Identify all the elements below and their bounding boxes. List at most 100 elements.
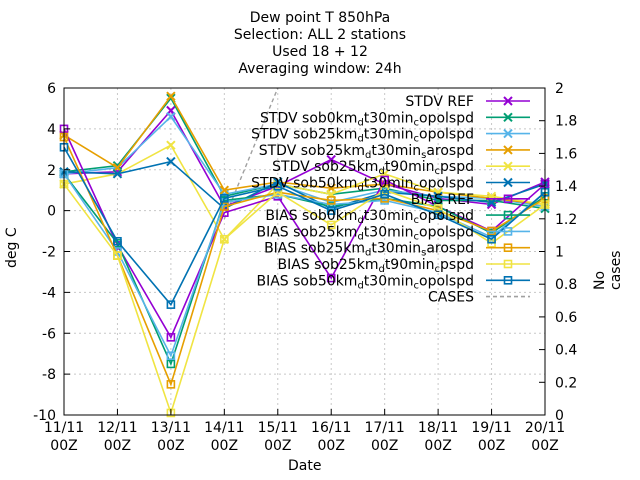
data-point-stroke <box>503 112 513 123</box>
y-axis-label: deg C <box>4 227 20 268</box>
legend-entry: STDV sob25kmdt90mincpspd <box>272 159 530 177</box>
legend-label-part: t30min <box>364 273 414 289</box>
y-tick-label: 0 <box>47 204 56 220</box>
legend-label-subscript: d <box>365 247 371 258</box>
legend-entry: BIAS REF <box>411 192 530 208</box>
legend-label-subscript: c <box>414 117 420 128</box>
legend-label-part: opolspd <box>419 110 474 126</box>
data-point <box>433 191 443 202</box>
data-point <box>487 234 496 244</box>
legend-entry: BIAS sob25kmdt30minsarospd <box>264 241 530 258</box>
series-line <box>63 173 546 358</box>
x-tick-label-time: 00Z <box>478 438 505 454</box>
legend-entry: BIAS sob25kmdt90mincpspd <box>278 257 530 275</box>
data-point <box>326 154 336 165</box>
legend-label-part: STDV sob50km <box>251 176 357 192</box>
legend-label-part: t90min <box>385 257 435 273</box>
x-tick-label-time: 00Z <box>211 438 238 454</box>
data-point <box>166 140 176 150</box>
data-point <box>503 112 513 123</box>
legend-label-subscript: c <box>414 182 420 193</box>
legend-label-part: t90min <box>385 159 435 175</box>
legend-label-part: opolspd <box>419 273 474 289</box>
legend-entry: STDV sob25kmdt30minsarospd <box>259 143 530 161</box>
legend-label: CASES <box>428 290 474 306</box>
legend-label-part: pspd <box>440 159 474 175</box>
chart-title-line-4: Averaging window: 24h <box>238 61 402 77</box>
legend-label-part: BIAS sob25km <box>278 257 379 273</box>
data-point-stroke <box>503 128 513 139</box>
data-point <box>220 234 229 244</box>
legend-label-part: STDV sob25km <box>259 143 365 159</box>
legend-label-subscript: d <box>365 149 371 160</box>
legend-label-part: BIAS sob25km <box>264 241 365 257</box>
data-point <box>326 220 336 230</box>
y2-tick-label: 2 <box>555 81 564 97</box>
legend-entry: STDV sob0kmdt30mincopolspd <box>260 110 530 128</box>
data-point <box>166 111 176 122</box>
x-tick-label-date: 19/11 <box>471 420 511 436</box>
y-tick-label: -4 <box>42 285 56 301</box>
legend-label-subscript: d <box>357 215 363 226</box>
legend-entry: STDV REF <box>405 94 530 110</box>
data-point-stroke <box>503 161 513 171</box>
y2-tick-label: 0.4 <box>555 343 577 359</box>
y2-tick-label: 0.6 <box>555 310 577 326</box>
x-tick-label-time: 00Z <box>104 438 131 454</box>
x-axis-label: Date <box>288 458 322 474</box>
data-point <box>503 96 513 106</box>
x-tick-label-time: 00Z <box>424 438 451 454</box>
data-point <box>433 210 443 220</box>
data-point-stroke <box>503 145 513 155</box>
legend-label-part: opolspd <box>419 176 474 192</box>
data-point <box>503 227 513 236</box>
y-tick-label: 6 <box>47 81 56 97</box>
data-point-stroke <box>503 96 513 106</box>
data-point <box>486 197 497 208</box>
legend-label-part: arospd <box>426 143 474 159</box>
legend-label-part: t30min <box>371 143 421 159</box>
data-point-stroke <box>326 154 336 165</box>
legend-label: BIAS sob25kmdt30mincopolspd <box>256 224 474 242</box>
legend-label-subscript: d <box>357 231 363 242</box>
data-point <box>503 145 513 155</box>
legend-label-subscript: c <box>435 166 441 177</box>
data-point <box>166 351 176 361</box>
data-point <box>503 259 513 269</box>
x-tick-label-time: 00Z <box>264 438 291 454</box>
x-tick-label-date: 17/11 <box>364 420 404 436</box>
data-point <box>220 194 229 203</box>
y2-tick-label: 1 <box>555 245 564 261</box>
data-point <box>166 300 176 309</box>
legend-label-subscript: d <box>357 117 363 128</box>
legend-label-part: t30min <box>364 224 414 240</box>
legend-label-part: CASES <box>428 290 474 306</box>
y2-tick-label: 1.8 <box>555 114 577 130</box>
series-line <box>63 146 546 307</box>
x-tick-label-time: 00Z <box>157 438 184 454</box>
data-point-stroke <box>166 156 176 167</box>
data-point-stroke <box>166 111 176 122</box>
legend-label-subscript: d <box>378 166 384 177</box>
x-tick-label-time: 00Z <box>50 438 77 454</box>
series-line <box>63 183 546 416</box>
y2-tick-label: 1.6 <box>555 146 577 162</box>
legend-label: BIAS REF <box>411 192 474 208</box>
x-tick-label-date: 11/11 <box>44 420 84 436</box>
legend-label-part: STDV sob25km <box>251 127 357 143</box>
legend-label-subscript: c <box>414 280 420 291</box>
legend-label-part: BIAS sob50km <box>256 273 357 289</box>
data-point <box>166 91 176 101</box>
legend-label-subscript: s <box>421 247 426 258</box>
legend-label: STDV sob25kmdt30minsarospd <box>259 143 474 161</box>
legend-label-subscript: d <box>378 264 384 275</box>
data-point <box>380 189 389 199</box>
y-tick-label: 2 <box>47 163 56 179</box>
x-tick-label-time: 00Z <box>371 438 398 454</box>
data-point-stroke <box>166 140 176 150</box>
y-tick-label: -6 <box>42 326 56 342</box>
data-point <box>113 236 122 246</box>
legend-entry: BIAS sob0kmdt30mincopolspd <box>265 208 530 226</box>
data-point-stroke <box>112 169 123 179</box>
